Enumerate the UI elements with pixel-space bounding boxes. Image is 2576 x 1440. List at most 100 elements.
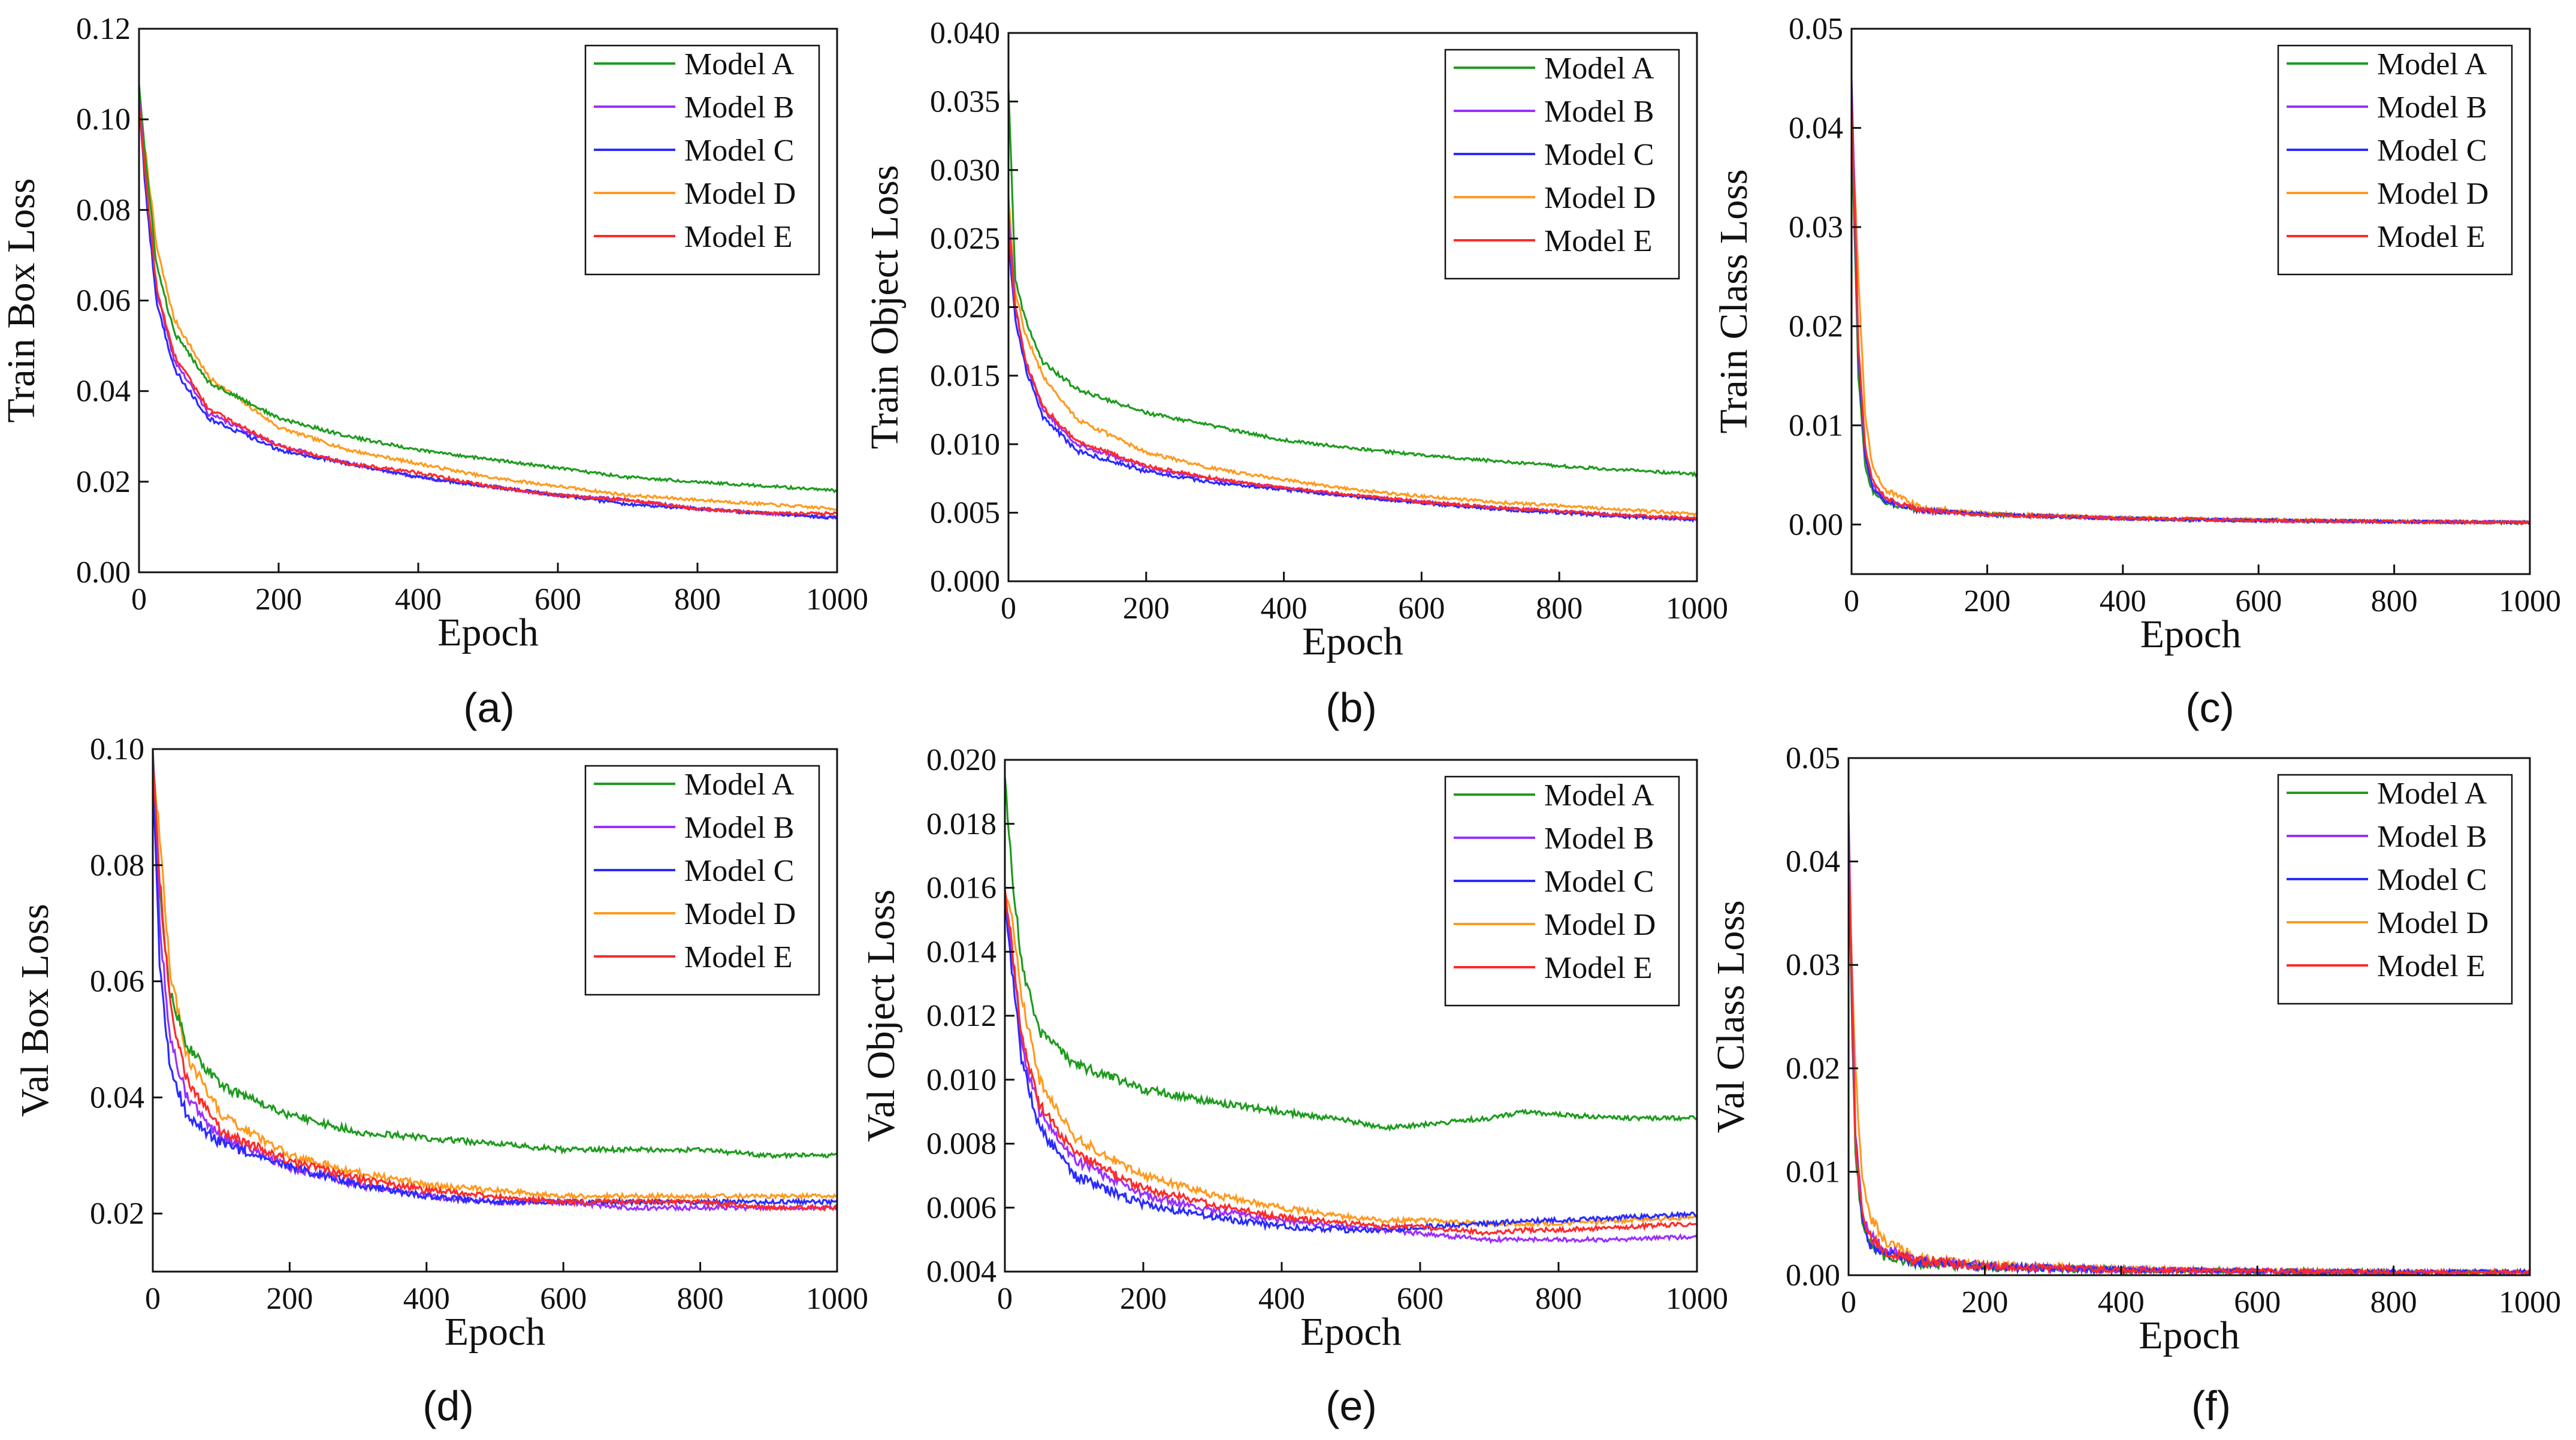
series-line-model-d <box>1005 889 1697 1229</box>
x-tick-label: 800 <box>674 582 721 617</box>
y-tick-label: 0.015 <box>930 359 1000 393</box>
axes-frame <box>1850 28 2531 575</box>
y-tick-label: 0.03 <box>1786 948 1840 982</box>
x-tick-label: 800 <box>2371 584 2418 618</box>
x-axis-label: Epoch <box>445 1310 546 1354</box>
legend-entry: Model C <box>1544 865 1654 899</box>
y-tick-label: 0.06 <box>76 284 131 318</box>
series-line-model-c <box>1008 239 1697 523</box>
legend-entry: Model A <box>2377 777 2487 811</box>
y-tick-label: 0.04 <box>76 375 131 409</box>
legend-entry: Model B <box>2377 90 2487 125</box>
x-tick-label: 400 <box>403 1282 450 1316</box>
series-line-model-a <box>139 84 837 494</box>
legend: Model A Model B Model C Model D Model E <box>2277 44 2513 276</box>
y-tick-label: 0.020 <box>930 291 1000 325</box>
legend-entry: Model B <box>1544 822 1654 856</box>
x-tick-label: 800 <box>677 1282 724 1316</box>
legend: Model A Model B Model C Model D Model E <box>584 44 820 276</box>
legend-entry: Model C <box>2377 863 2487 897</box>
x-tick-label: 600 <box>540 1282 587 1316</box>
legend-entry: Model D <box>2377 177 2489 211</box>
y-tick-label: 0.025 <box>930 222 1000 256</box>
y-axis-label: Train Box Loss <box>0 178 43 422</box>
legend-entry: Model E <box>2377 949 2486 983</box>
x-tick-label: 1000 <box>1666 591 1728 626</box>
y-tick-label: 0.00 <box>76 556 131 590</box>
series-line-model-a <box>1005 777 1697 1132</box>
panel-letter: (d) <box>422 1382 474 1429</box>
series-line-model-e <box>1849 831 2530 1275</box>
x-tick-label: 400 <box>1258 1282 1305 1316</box>
x-tick-label: 200 <box>1120 1282 1167 1316</box>
x-tick-label: 800 <box>1535 1282 1582 1316</box>
chart-panel-5: 0 200 400 600 800 1000 0.00 0.01 0.02 0.03 0.04 0.0… <box>1709 741 2561 1357</box>
legend-entry: Model A <box>1544 52 1654 86</box>
series-line-model-c <box>153 780 837 1207</box>
x-axis-label: Epoch <box>1302 620 1403 663</box>
series-line-model-e <box>1852 99 2530 526</box>
x-axis-label: Epoch <box>2140 612 2242 656</box>
y-tick-label: 0.030 <box>930 153 1000 188</box>
y-tick-label: 0.016 <box>926 871 996 905</box>
y-axis-label: Train Object Loss <box>863 165 907 449</box>
chart-panel-0: 0 200 400 600 800 1000 0.00 0.02 0.04 0.06 0.08 0.1… <box>0 12 868 654</box>
legend-entry: Model E <box>2377 220 2486 254</box>
legend-entry: Model C <box>1544 138 1654 172</box>
y-tick-label: 0.00 <box>1786 1258 1840 1293</box>
series-line-model-a <box>1008 89 1697 478</box>
y-tick-label: 0.005 <box>930 496 1000 530</box>
y-tick-label: 0.02 <box>90 1197 144 1231</box>
y-tick-label: 0.03 <box>1789 210 1843 244</box>
y-tick-label: 0.04 <box>1789 111 1843 145</box>
y-tick-label: 0.006 <box>926 1191 996 1225</box>
series-line-model-c <box>1005 904 1697 1234</box>
x-tick-label: 800 <box>2370 1285 2417 1320</box>
x-tick-label: 1000 <box>1666 1282 1728 1316</box>
y-axis-label: Val Box Loss <box>13 904 57 1117</box>
x-tick-label: 1000 <box>806 1282 868 1316</box>
x-tick-label: 400 <box>395 582 442 617</box>
x-tick-label: 200 <box>1123 591 1170 626</box>
chart-panel-1: 0 200 400 600 800 1000 0.000 0.005 0.010 0.015 0.0… <box>863 16 1728 663</box>
legend-entry: Model D <box>2377 906 2489 940</box>
x-tick-label: 1000 <box>806 582 868 617</box>
legend-entry: Model B <box>2377 820 2487 854</box>
chart-panel-3: 0 200 400 600 800 1000 0.02 0.04 0.06 0.08 0.10 Epo… <box>13 732 868 1354</box>
x-tick-label: 200 <box>266 1282 313 1316</box>
x-tick-label: 0 <box>1844 584 1859 618</box>
y-tick-label: 0.08 <box>76 193 131 227</box>
x-tick-label: 600 <box>1398 591 1445 626</box>
y-axis-label: Train Class Loss <box>1712 169 1756 433</box>
x-axis-label: Epoch <box>437 611 539 654</box>
legend-entry: Model D <box>1544 908 1656 942</box>
panel-letter: (e) <box>1325 1382 1377 1429</box>
x-tick-label: 400 <box>2100 584 2146 618</box>
y-tick-label: 0.008 <box>926 1127 996 1161</box>
y-tick-label: 0.12 <box>76 12 131 46</box>
legend-entry: Model A <box>684 768 795 802</box>
y-tick-label: 0.01 <box>1786 1155 1840 1189</box>
series-line-model-d <box>1008 198 1697 517</box>
legend-entry: Model E <box>684 220 793 254</box>
y-tick-label: 0.04 <box>1786 845 1840 879</box>
x-tick-label: 400 <box>1261 591 1307 626</box>
legend-entry: Model E <box>1544 951 1653 985</box>
series-line-model-d <box>153 756 837 1201</box>
y-tick-label: 0.035 <box>930 84 1000 119</box>
panel-letter: (a) <box>463 684 515 731</box>
x-axis-label: Epoch <box>2139 1314 2240 1357</box>
y-tick-label: 0.010 <box>926 1063 996 1097</box>
x-tick-label: 0 <box>131 582 147 617</box>
legend-entry: Model A <box>2377 47 2487 81</box>
x-tick-label: 200 <box>255 582 302 617</box>
y-tick-label: 0.000 <box>930 564 1000 599</box>
y-tick-label: 0.08 <box>90 849 144 883</box>
legend: Model A Model B Model C Model D Model E <box>1444 775 1680 1007</box>
y-tick-label: 0.010 <box>930 427 1000 461</box>
y-tick-label: 0.10 <box>90 732 144 766</box>
y-tick-label: 0.020 <box>926 743 996 777</box>
legend: Model A Model B Model C Model D Model E <box>1444 49 1680 280</box>
y-tick-label: 0.04 <box>90 1080 144 1115</box>
x-tick-label: 0 <box>997 1282 1013 1316</box>
